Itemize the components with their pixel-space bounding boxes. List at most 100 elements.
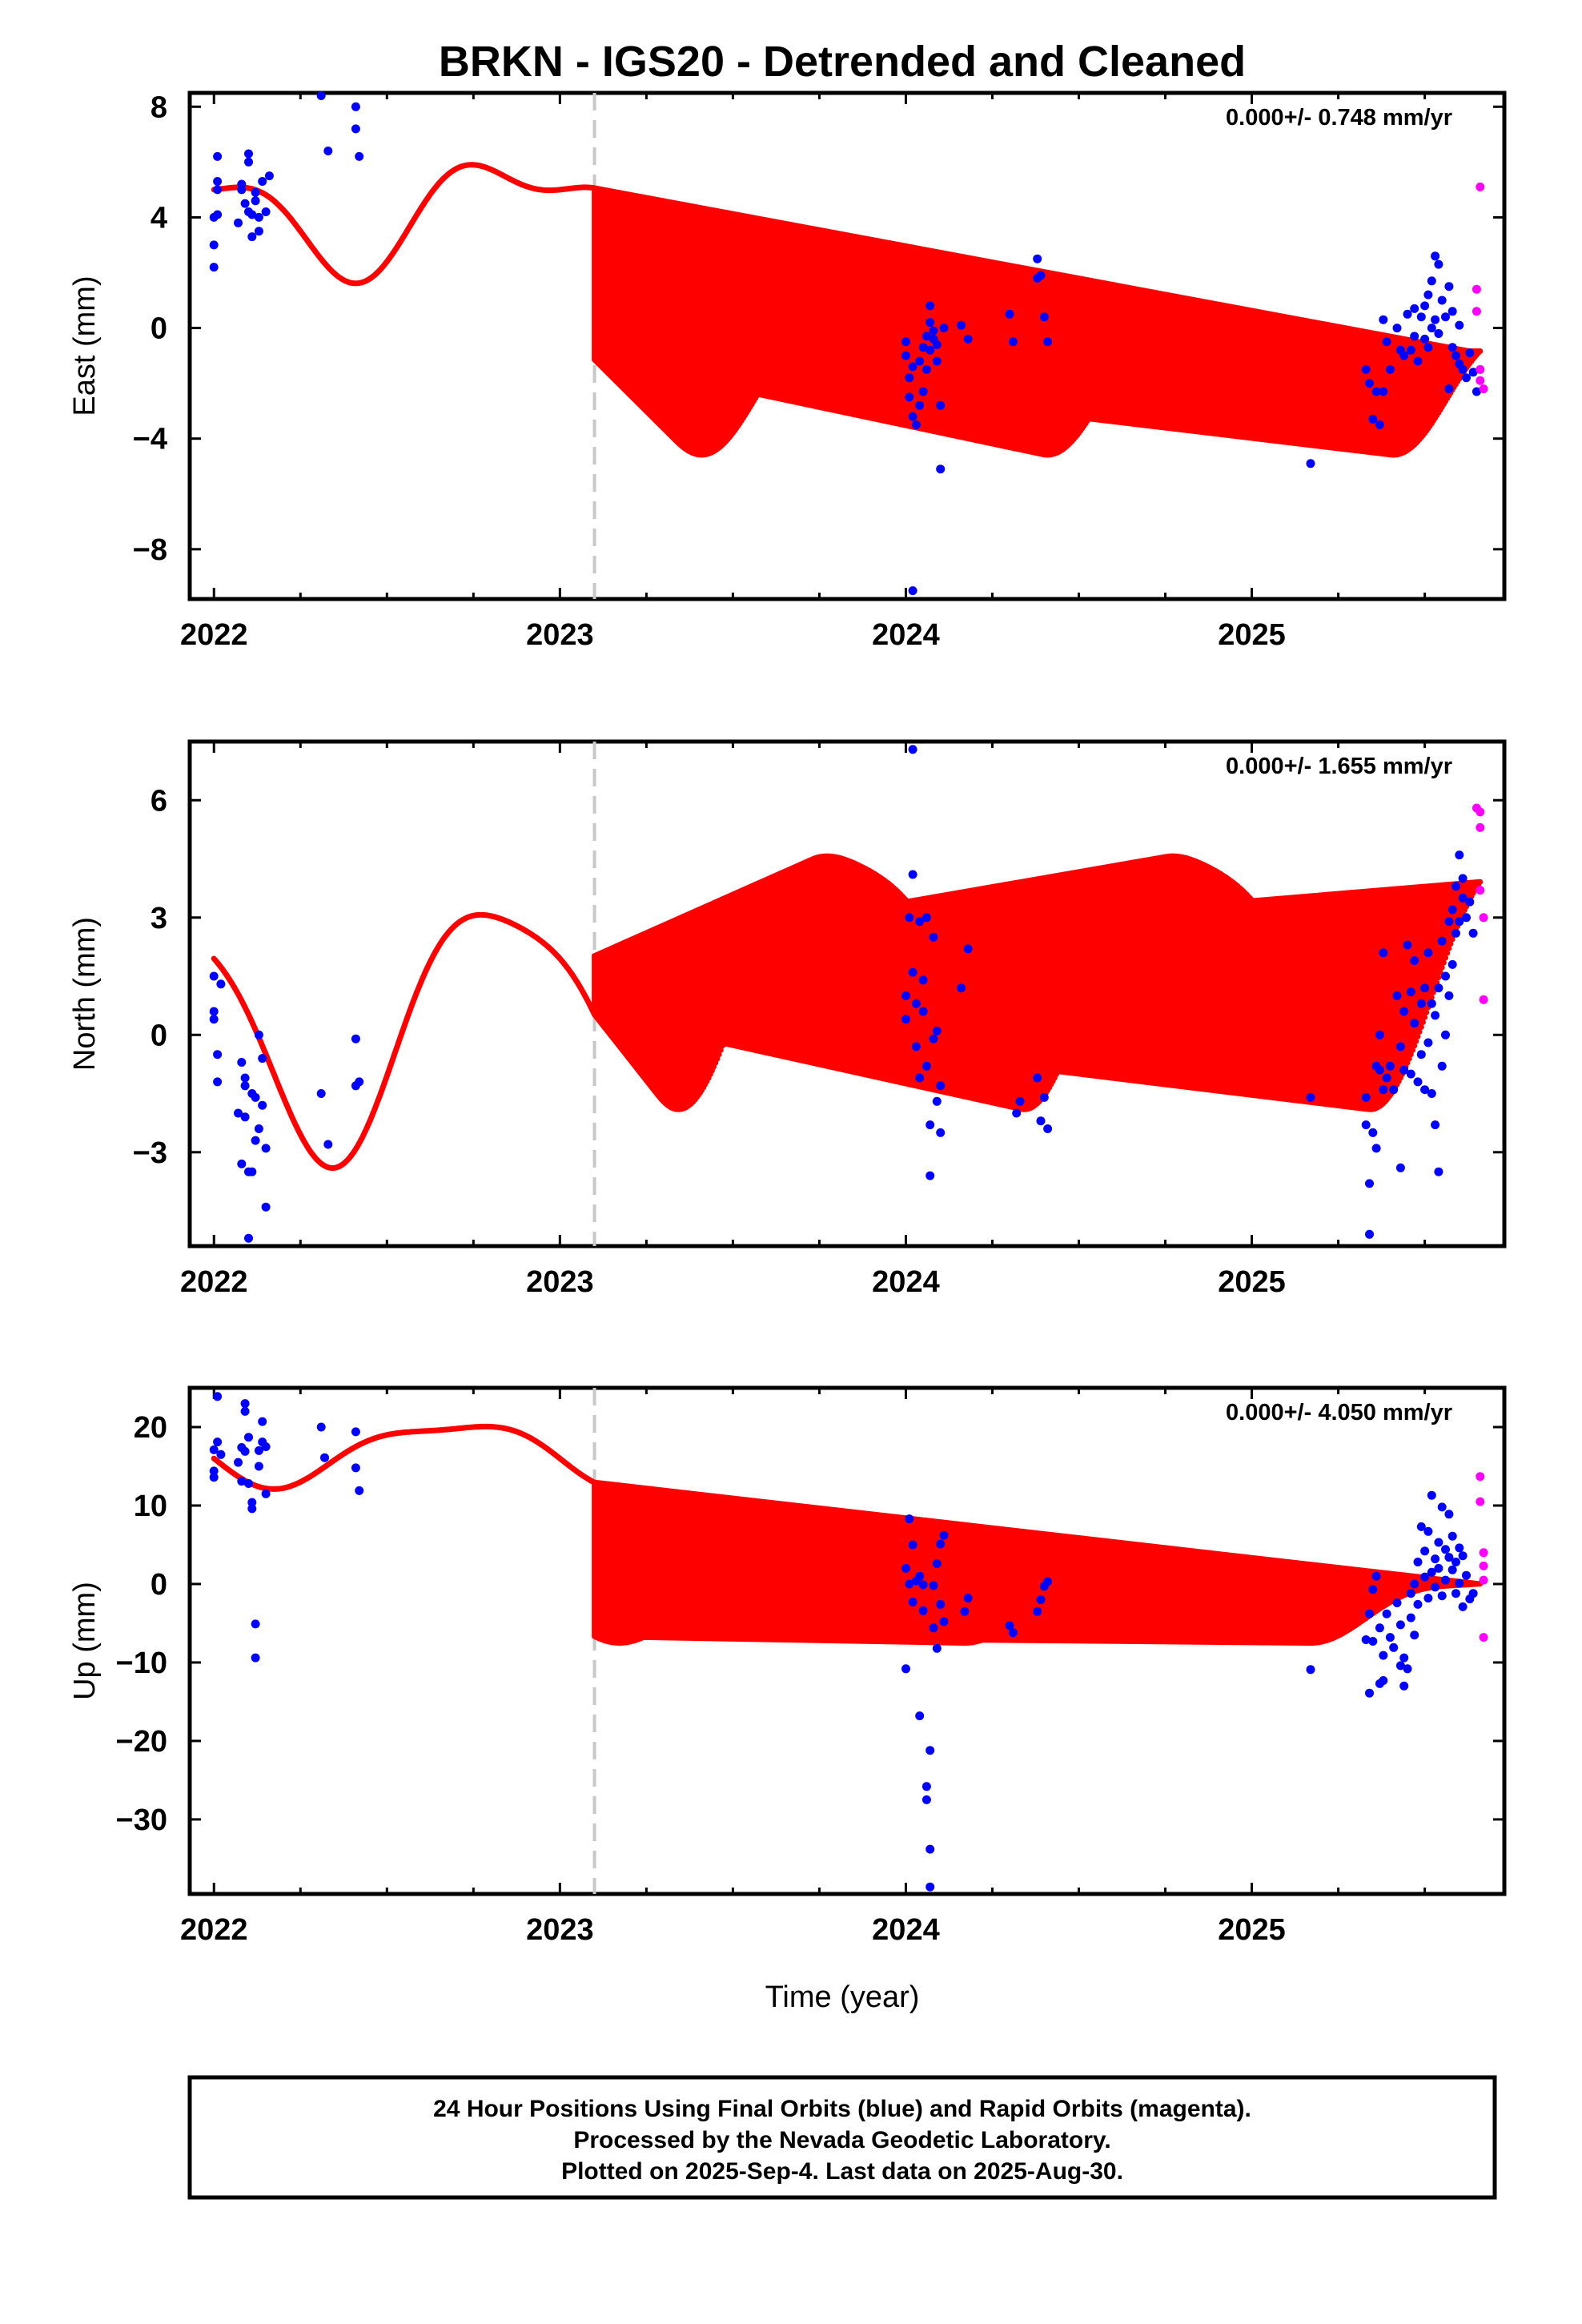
up-rapid-orbit-point bbox=[1479, 1633, 1488, 1642]
up-final-orbit-point bbox=[351, 1427, 360, 1437]
up-final-orbit-point bbox=[254, 1445, 263, 1455]
east-final-orbit-point bbox=[351, 124, 360, 134]
north-y-axis-label: North (mm) bbox=[68, 917, 102, 1071]
north-final-orbit-point bbox=[209, 1015, 219, 1024]
east-final-orbit-point bbox=[1434, 259, 1443, 269]
east-final-orbit-point bbox=[1444, 282, 1454, 292]
north-final-orbit-point bbox=[1423, 1038, 1433, 1047]
east-final-orbit-point bbox=[1452, 351, 1460, 360]
up-final-orbit-point bbox=[926, 1746, 935, 1755]
east-final-orbit-point bbox=[316, 91, 326, 100]
north-final-orbit-point bbox=[1399, 1065, 1409, 1075]
east-final-orbit-point bbox=[1392, 324, 1402, 333]
up-final-orbit-point bbox=[1395, 1661, 1405, 1671]
east-final-orbit-point bbox=[1033, 254, 1042, 263]
north-y-tick-label: 3 bbox=[151, 902, 167, 935]
up-final-orbit-point bbox=[1392, 1598, 1402, 1607]
east-final-orbit-point bbox=[1406, 345, 1415, 355]
up-final-orbit-point bbox=[936, 1539, 946, 1549]
north-final-orbit-point bbox=[209, 971, 219, 981]
east-final-orbit-point bbox=[355, 151, 364, 161]
east-final-orbit-point bbox=[1306, 459, 1315, 468]
up-final-orbit-point bbox=[1452, 1558, 1460, 1566]
north-final-orbit-point bbox=[244, 1233, 253, 1243]
north-final-orbit-point bbox=[1416, 1050, 1426, 1059]
up-final-orbit-point bbox=[209, 1473, 219, 1482]
east-final-orbit-point bbox=[1423, 343, 1433, 352]
north-final-orbit-point bbox=[1379, 1085, 1388, 1095]
north-final-orbit-point bbox=[1465, 897, 1475, 907]
north-final-orbit-point bbox=[213, 1050, 223, 1059]
north-final-orbit-point bbox=[1455, 850, 1464, 860]
north-final-orbit-point bbox=[1033, 1073, 1042, 1083]
up-final-orbit-point bbox=[1455, 1543, 1464, 1553]
east-final-orbit-point bbox=[1403, 309, 1412, 319]
east-final-orbit-point bbox=[209, 263, 219, 272]
up-final-orbit-point bbox=[1410, 1579, 1419, 1589]
up-final-orbit-point bbox=[1427, 1567, 1436, 1577]
east-final-orbit-point bbox=[1431, 315, 1440, 324]
east-rapid-orbit-point bbox=[1472, 284, 1481, 294]
north-final-orbit-point bbox=[932, 1096, 942, 1106]
east-final-orbit-point bbox=[1361, 364, 1371, 374]
north-final-orbit-point bbox=[926, 1120, 935, 1130]
up-final-orbit-point bbox=[1423, 1526, 1433, 1536]
north-final-orbit-point bbox=[918, 1007, 928, 1016]
north-final-orbit-point bbox=[240, 1073, 250, 1083]
north-final-orbit-point bbox=[1431, 1011, 1440, 1020]
up-final-orbit-point bbox=[1437, 1502, 1447, 1512]
north-final-orbit-point bbox=[1420, 1085, 1430, 1095]
north-final-orbit-point bbox=[1462, 913, 1471, 923]
east-y-tick-label: 8 bbox=[151, 90, 167, 124]
up-final-orbit-point bbox=[1468, 1589, 1478, 1598]
north-final-orbit-point bbox=[1444, 991, 1454, 1000]
east-final-orbit-point bbox=[254, 227, 263, 236]
east-final-orbit-point bbox=[1434, 329, 1443, 338]
east-final-orbit-point bbox=[247, 210, 257, 219]
up-y-tick-label: 0 bbox=[151, 1568, 167, 1602]
up-final-orbit-point bbox=[1406, 1589, 1415, 1598]
north-final-orbit-point bbox=[316, 1089, 326, 1098]
up-x-tick-label: 2022 bbox=[180, 1913, 248, 1947]
north-final-orbit-point bbox=[1431, 1120, 1440, 1130]
north-final-orbit-point bbox=[1015, 1096, 1025, 1106]
up-final-orbit-point bbox=[926, 1882, 935, 1892]
up-final-orbit-point bbox=[254, 1462, 263, 1471]
east-final-orbit-point bbox=[1039, 312, 1049, 322]
north-final-orbit-point bbox=[261, 1202, 271, 1212]
north-final-orbit-point bbox=[1403, 940, 1412, 950]
up-final-orbit-point bbox=[1371, 1571, 1381, 1581]
north-final-orbit-point bbox=[1437, 1061, 1447, 1071]
up-final-orbit-point bbox=[1441, 1575, 1450, 1585]
north-rapid-orbit-point bbox=[1479, 995, 1488, 1004]
north-final-orbit-point bbox=[355, 1077, 364, 1087]
up-final-orbit-point bbox=[915, 1711, 925, 1721]
up-final-orbit-point bbox=[234, 1458, 243, 1467]
east-final-orbit-point bbox=[918, 387, 928, 396]
east-final-orbit-point bbox=[1385, 364, 1395, 374]
up-final-orbit-point bbox=[316, 1422, 326, 1432]
north-final-orbit-point bbox=[1406, 1069, 1415, 1079]
up-final-orbit-point bbox=[1306, 1665, 1315, 1675]
north-final-orbit-point bbox=[929, 1034, 938, 1043]
north-final-orbit-point bbox=[1413, 1077, 1423, 1087]
east-final-orbit-point bbox=[905, 392, 914, 402]
east-final-orbit-point bbox=[1458, 364, 1468, 374]
north-final-orbit-point bbox=[254, 1124, 263, 1133]
north-final-orbit-point bbox=[1375, 1065, 1384, 1075]
north-final-orbit-point bbox=[240, 1112, 250, 1122]
north-final-orbit-point bbox=[908, 870, 917, 879]
north-final-orbit-point bbox=[1420, 983, 1430, 993]
north-final-orbit-point bbox=[1452, 882, 1460, 891]
east-final-orbit-point bbox=[1427, 276, 1436, 286]
east-final-orbit-point bbox=[1379, 315, 1388, 324]
north-y-tick-label: 0 bbox=[151, 1019, 167, 1052]
east-final-orbit-point bbox=[1447, 307, 1457, 316]
up-final-orbit-point bbox=[1365, 1688, 1374, 1698]
up-final-orbit-point bbox=[1036, 1595, 1046, 1605]
east-y-tick-label: −8 bbox=[133, 533, 167, 567]
north-rapid-orbit-point bbox=[1476, 886, 1485, 895]
north-final-orbit-point bbox=[1379, 948, 1388, 958]
east-final-orbit-point bbox=[932, 356, 942, 366]
up-panel: 2022 2023 2024 2025 −30 −20 −10 0 10 20 Up (mm) 0.0… bbox=[68, 1385, 1507, 1947]
